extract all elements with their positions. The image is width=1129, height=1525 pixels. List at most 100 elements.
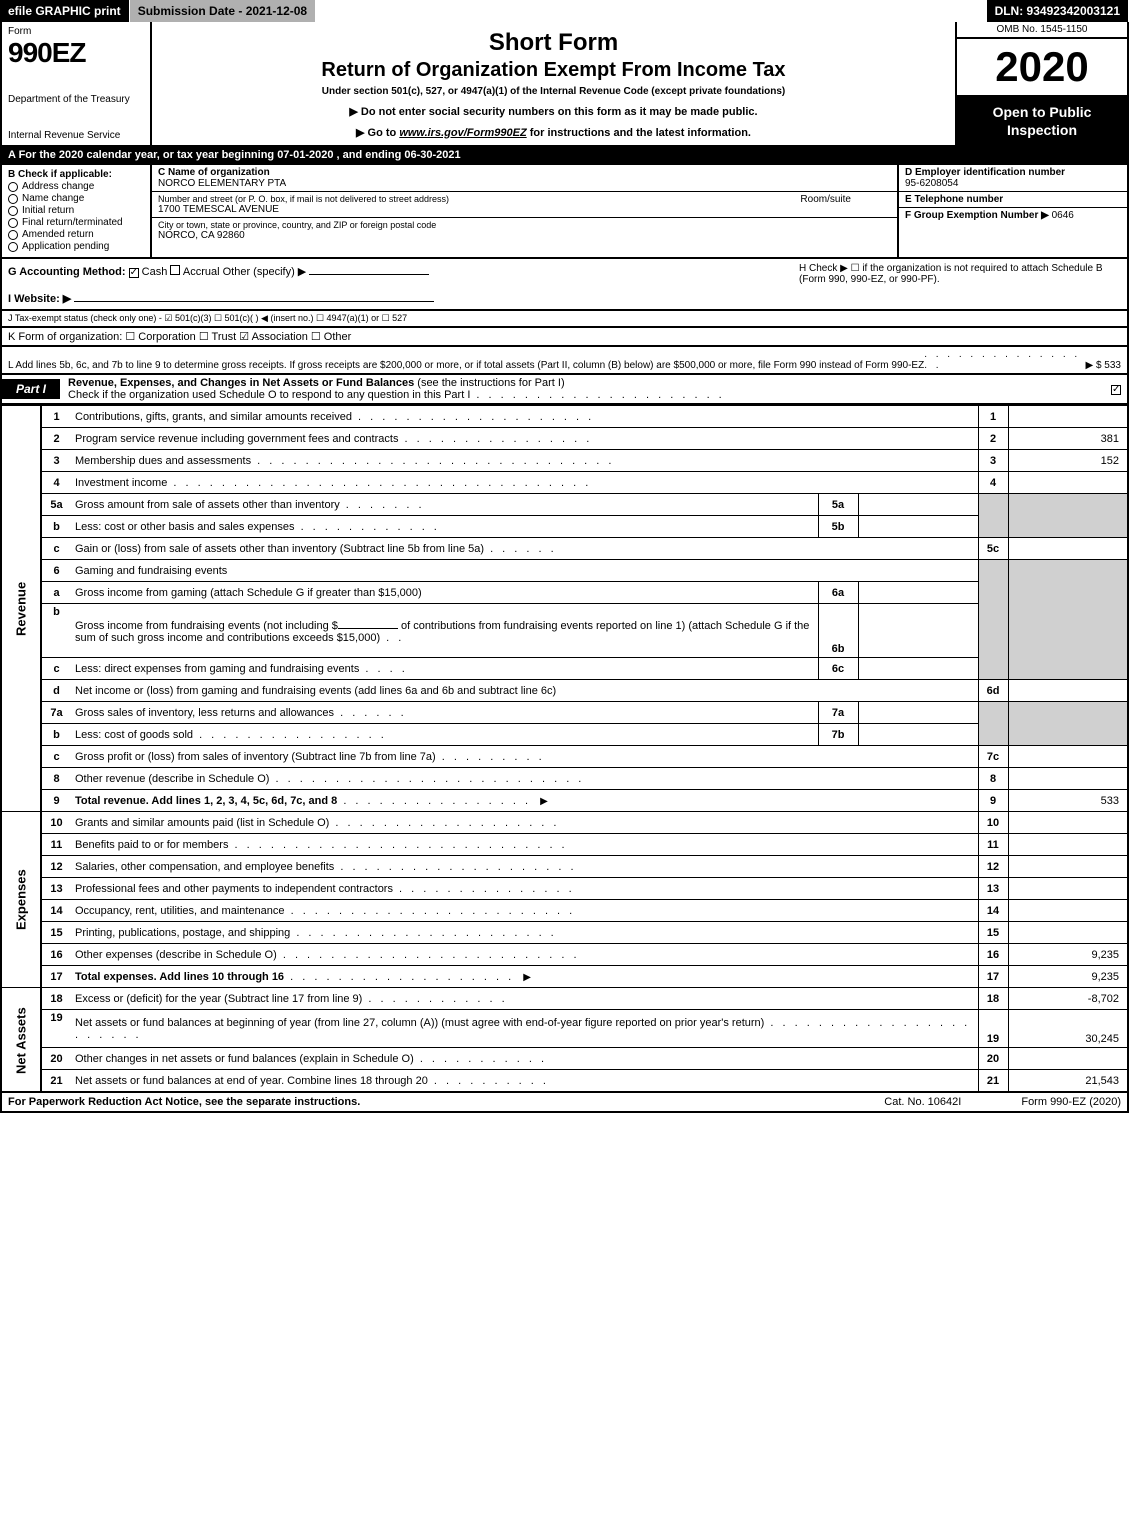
row-a-tax-year: A For the 2020 calendar year, or tax yea… — [0, 147, 1129, 165]
addr-label: Number and street (or P. O. box, if mail… — [158, 194, 800, 204]
line-17-value: 9,235 — [1008, 966, 1128, 988]
row-l-text: L Add lines 5b, 6c, and 7b to line 9 to … — [8, 360, 924, 371]
line-5a-value — [858, 494, 978, 516]
ein-label: D Employer identification number — [905, 167, 1121, 178]
street-address: 1700 TEMESCAL AVENUE — [158, 204, 800, 215]
form-number: 990EZ — [8, 37, 144, 69]
part-1-header: Part I Revenue, Expenses, and Changes in… — [0, 375, 1129, 405]
chk-amended-return[interactable]: Amended return — [8, 229, 144, 240]
instr-ssn: ▶ Do not enter social security numbers o… — [160, 105, 947, 118]
checkbox-icon — [8, 218, 18, 228]
line-21-value: 21,543 — [1008, 1070, 1128, 1092]
checkbox-icon — [8, 194, 18, 204]
row-g-h: G Accounting Method: Cash Accrual Other … — [0, 259, 1129, 311]
header-right: OMB No. 1545-1150 2020 Open to Public In… — [957, 22, 1127, 145]
open-to-public: Open to Public Inspection — [957, 97, 1127, 145]
city-label: City or town, state or province, country… — [158, 220, 891, 230]
form-label: Form — [8, 26, 144, 37]
line-15-value — [1008, 922, 1128, 944]
line-6a-value — [858, 582, 978, 604]
line-13-value — [1008, 878, 1128, 900]
tax-year: 2020 — [957, 39, 1127, 97]
section-b: B Check if applicable: Address change Na… — [2, 165, 152, 257]
section-b-header: B Check if applicable: — [8, 169, 144, 180]
short-form-title: Short Form — [160, 29, 947, 57]
omb-number: OMB No. 1545-1150 — [957, 22, 1127, 39]
expenses-sidebar: Expenses — [1, 812, 41, 988]
row-l-amount: ▶ $ 533 — [1086, 360, 1122, 371]
instr-link-post: for instructions and the latest informat… — [527, 127, 751, 139]
main-title: Return of Organization Exempt From Incom… — [160, 59, 947, 82]
chk-schedule-o[interactable] — [1111, 385, 1121, 395]
telephone-label: E Telephone number — [905, 194, 1121, 205]
line-4-value — [1008, 472, 1128, 494]
line-7b-value — [858, 724, 978, 746]
header-mid: Short Form Return of Organization Exempt… — [152, 22, 957, 145]
part-title-rest: (see the instructions for Part I) — [414, 377, 564, 389]
line-6b-contrib-input[interactable] — [338, 617, 398, 629]
line-6b-value — [858, 604, 978, 658]
checkbox-icon — [8, 182, 18, 192]
instr-link: ▶ Go to www.irs.gov/Form990EZ for instru… — [160, 126, 947, 139]
line-5b-value — [858, 516, 978, 538]
line-7a-value — [858, 702, 978, 724]
line-9-value: 533 — [1008, 790, 1128, 812]
identification-block: B Check if applicable: Address change Na… — [0, 165, 1129, 259]
instr-link-pre: ▶ Go to — [356, 127, 399, 139]
irs-label: Internal Revenue Service — [8, 130, 144, 141]
irs-link[interactable]: www.irs.gov/Form990EZ — [399, 127, 526, 139]
website-input[interactable] — [74, 290, 434, 302]
checkbox-icon — [8, 230, 18, 240]
line-8-value — [1008, 768, 1128, 790]
row-j-tax-exempt: J Tax-exempt status (check only one) - ☑… — [0, 311, 1129, 328]
part-badge: Part I — [2, 379, 60, 399]
line-11-value — [1008, 834, 1128, 856]
arrow-right-icon — [537, 795, 548, 807]
chk-name-change[interactable]: Name change — [8, 193, 144, 204]
chk-initial-return[interactable]: Initial return — [8, 205, 144, 216]
chk-cash[interactable] — [129, 268, 139, 278]
header-left: Form 990EZ Department of the Treasury In… — [2, 22, 152, 145]
other-specify-input[interactable] — [309, 263, 429, 275]
chk-application-pending[interactable]: Application pending — [8, 241, 144, 252]
line-18-value: -8,702 — [1008, 988, 1128, 1010]
group-exemption-label: F Group Exemption Number ▶ — [905, 210, 1049, 221]
spacer — [316, 0, 986, 22]
org-name-label: C Name of organization — [158, 167, 891, 178]
line-14-value — [1008, 900, 1128, 922]
line-6c-value — [858, 658, 978, 680]
dln-label: DLN: 93492342003121 — [987, 0, 1129, 22]
row-k-org-form: K Form of organization: ☐ Corporation ☐ … — [0, 328, 1129, 347]
checkbox-icon — [8, 242, 18, 252]
revenue-sidebar: Revenue — [1, 406, 41, 812]
ein-value: 95-6208054 — [905, 178, 1121, 189]
line-16-value: 9,235 — [1008, 944, 1128, 966]
efile-print-label[interactable]: efile GRAPHIC print — [0, 0, 130, 22]
chk-final-return[interactable]: Final return/terminated — [8, 217, 144, 228]
line-12-value — [1008, 856, 1128, 878]
line-7c-value — [1008, 746, 1128, 768]
footer-form-ref: Form 990-EZ (2020) — [1021, 1096, 1121, 1108]
chk-accrual[interactable] — [170, 265, 180, 275]
section-d-e-f: D Employer identification number 95-6208… — [897, 165, 1127, 257]
section-c: C Name of organization NORCO ELEMENTARY … — [152, 165, 897, 257]
row-l-gross-receipts: L Add lines 5b, 6c, and 7b to line 9 to … — [0, 347, 1129, 375]
line-6d-value — [1008, 680, 1128, 702]
org-name: NORCO ELEMENTARY PTA — [158, 178, 891, 189]
part-1-table: Revenue 1 Contributions, gifts, grants, … — [0, 405, 1129, 1093]
section-h: H Check ▶ ☐ if the organization is not r… — [791, 263, 1121, 305]
line-1-value — [1008, 406, 1128, 428]
footer-left: For Paperwork Reduction Act Notice, see … — [8, 1096, 360, 1108]
chk-address-change[interactable]: Address change — [8, 181, 144, 192]
arrow-right-icon — [520, 971, 531, 983]
form-header: Form 990EZ Department of the Treasury In… — [0, 22, 1129, 147]
room-suite-label: Room/suite — [800, 194, 891, 215]
page-footer: For Paperwork Reduction Act Notice, see … — [0, 1093, 1129, 1113]
dept-treasury: Department of the Treasury — [8, 94, 144, 105]
group-exemption-number: 0646 — [1052, 210, 1074, 221]
footer-cat-no: Cat. No. 10642I — [884, 1096, 961, 1108]
part-title-bold: Revenue, Expenses, and Changes in Net As… — [68, 377, 414, 389]
subtitle: Under section 501(c), 527, or 4947(a)(1)… — [160, 86, 947, 97]
checkbox-icon — [8, 206, 18, 216]
top-bar: efile GRAPHIC print Submission Date - 20… — [0, 0, 1129, 22]
